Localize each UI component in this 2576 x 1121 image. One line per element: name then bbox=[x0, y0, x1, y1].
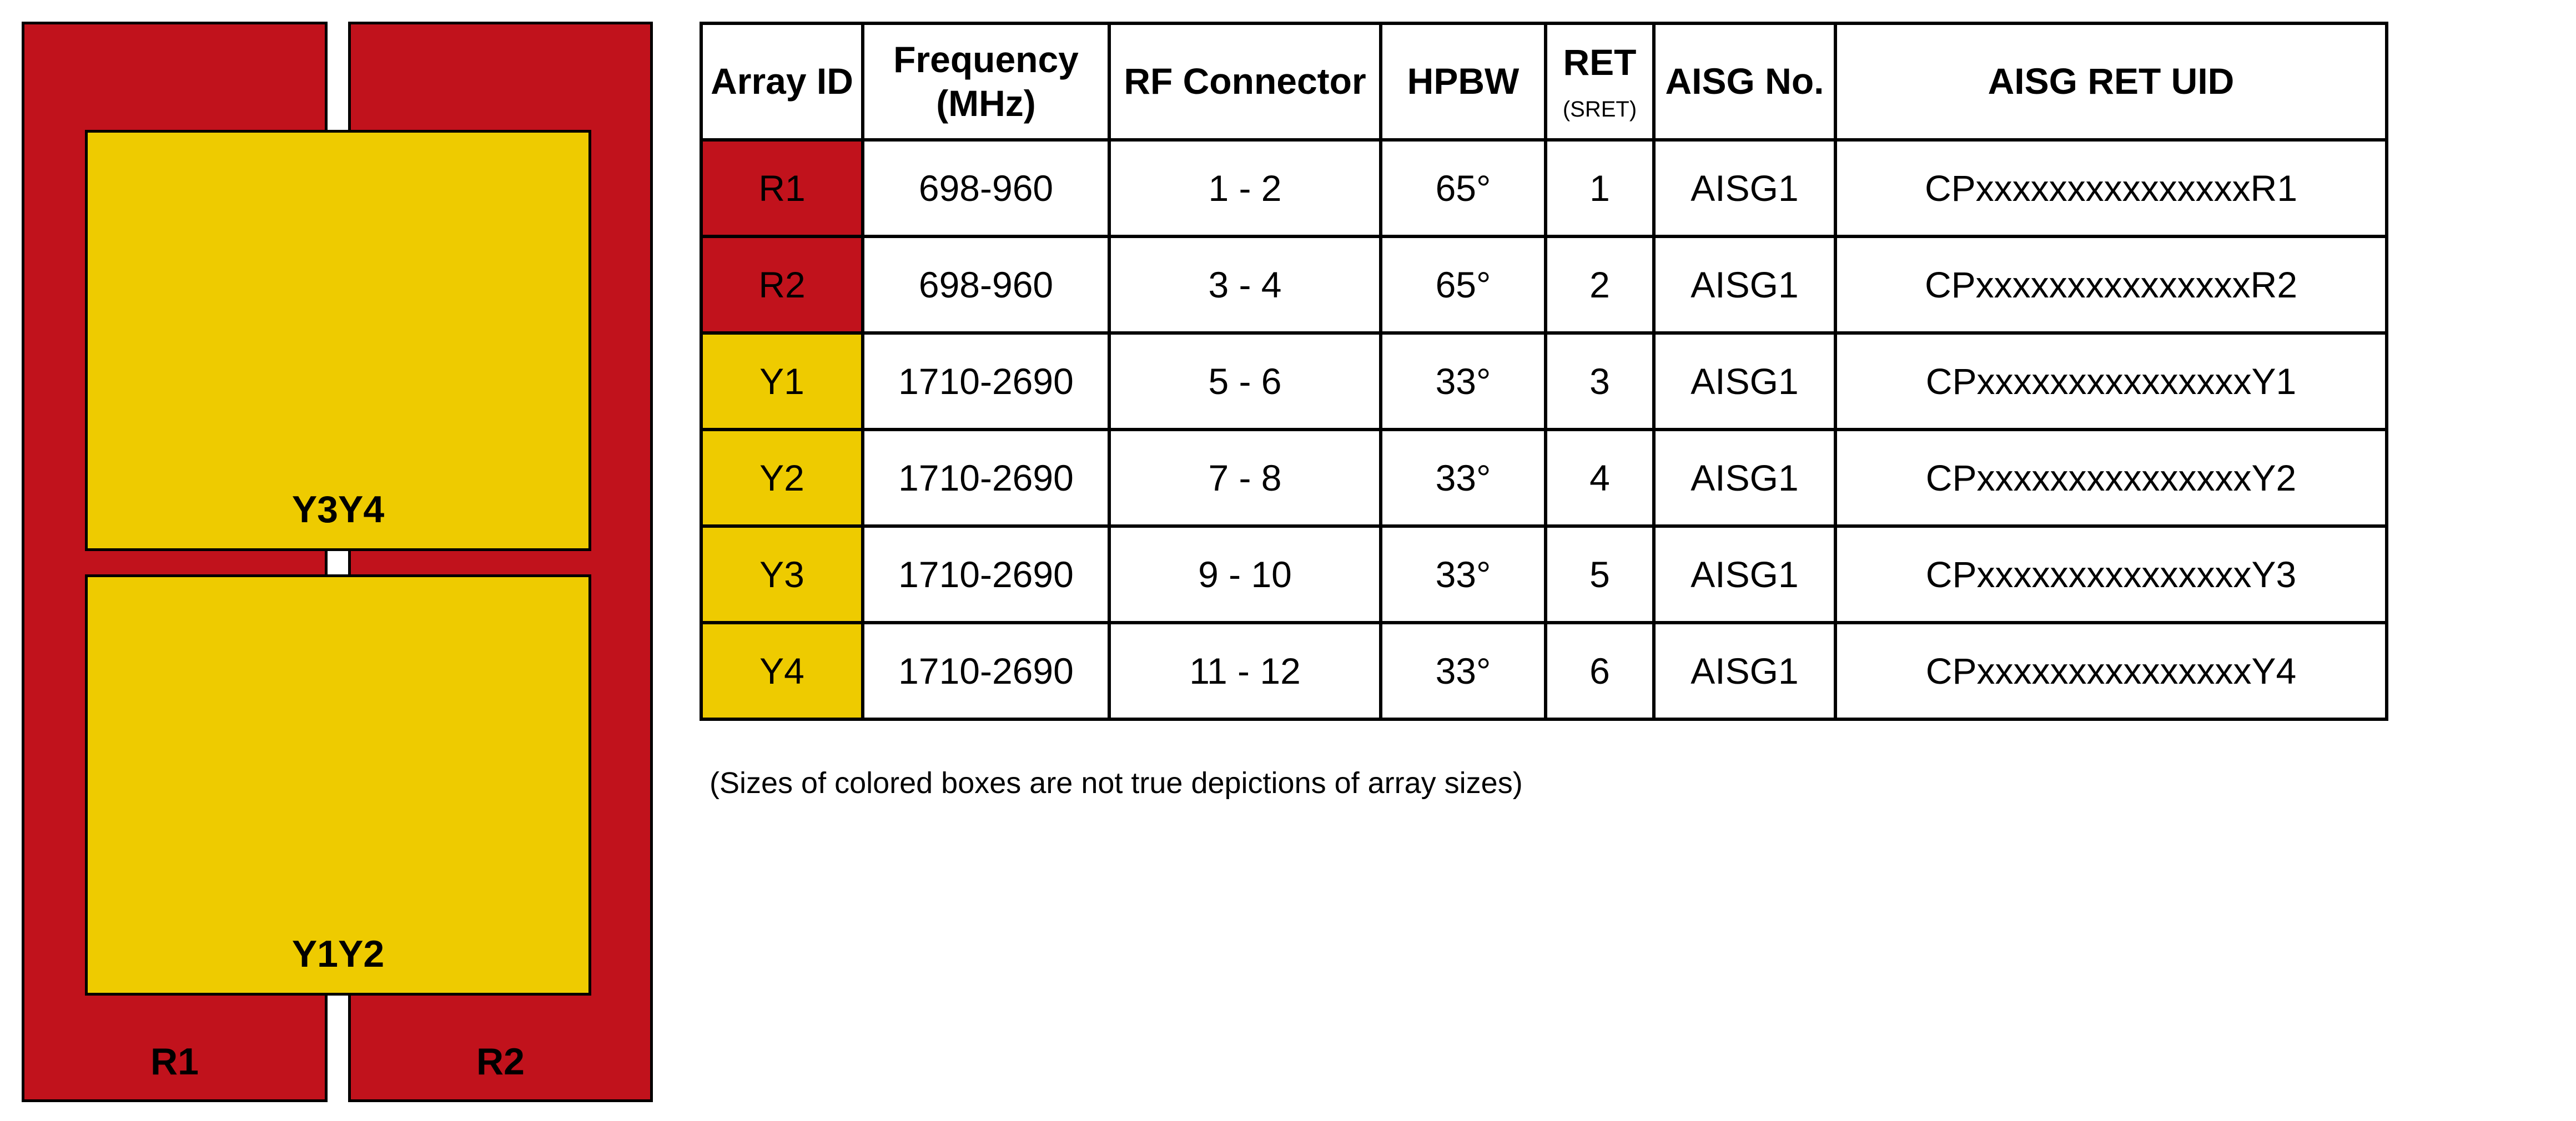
table-row: Y3 1710-2690 9 - 10 33° 5 AISG1 CPxxxxxxxxxxxx… bbox=[700, 524, 2388, 624]
cell-aisg-ret-uid: CPxxxxxxxxxxxxxxxY3 bbox=[1834, 524, 2388, 624]
cell-array-id: R1 bbox=[700, 138, 864, 238]
header-label: RET bbox=[1563, 42, 1637, 83]
header-ret: RET (SRET) bbox=[1544, 22, 1656, 142]
cell-frequency: 698-960 bbox=[861, 138, 1111, 238]
header-hpbw: HPBW bbox=[1379, 22, 1547, 142]
cell-aisg-no: AISG1 bbox=[1652, 138, 1837, 238]
cell-ret: 2 bbox=[1544, 235, 1656, 335]
table-header-row: Array ID Frequency (MHz) RF Connector HPB… bbox=[700, 22, 2388, 142]
table-row: Y2 1710-2690 7 - 8 33° 4 AISG1 CPxxxxxxxxxxxxx… bbox=[700, 428, 2388, 528]
cell-aisg-ret-uid: CPxxxxxxxxxxxxxxxY1 bbox=[1834, 331, 2388, 431]
cell-frequency: 1710-2690 bbox=[861, 331, 1111, 431]
header-label: Frequency bbox=[893, 38, 1079, 80]
cell-rf-connector: 3 - 4 bbox=[1108, 235, 1382, 335]
cell-aisg-ret-uid: CPxxxxxxxxxxxxxxxR1 bbox=[1834, 138, 2388, 238]
table-row: R1 698-960 1 - 2 65° 1 AISG1 CPxxxxxxxxxxxxxxx… bbox=[700, 138, 2388, 238]
array-y3y4-box: Y3Y4 bbox=[85, 130, 591, 551]
cell-rf-connector: 11 - 12 bbox=[1108, 621, 1382, 721]
cell-aisg-no: AISG1 bbox=[1652, 524, 1837, 624]
cell-aisg-no: AISG1 bbox=[1652, 235, 1837, 335]
array-r1-label: R1 bbox=[150, 1041, 199, 1083]
cell-hpbw: 65° bbox=[1379, 138, 1547, 238]
header-label: Array ID bbox=[711, 60, 853, 102]
cell-ret: 5 bbox=[1544, 524, 1656, 624]
table-row: Y4 1710-2690 11 - 12 33° 6 AISG1 CPxxxxxxxxxxx… bbox=[700, 621, 2388, 721]
cell-array-id: R2 bbox=[700, 235, 864, 335]
array-r2-label: R2 bbox=[476, 1041, 525, 1083]
cell-rf-connector: 7 - 8 bbox=[1108, 428, 1382, 528]
cell-hpbw: 33° bbox=[1379, 331, 1547, 431]
cell-hpbw: 33° bbox=[1379, 621, 1547, 721]
header-subtitle: (SRET) bbox=[1562, 97, 1637, 122]
cell-array-id: Y1 bbox=[700, 331, 864, 431]
cell-hpbw: 33° bbox=[1379, 428, 1547, 528]
header-label: RF Connector bbox=[1124, 60, 1366, 102]
header-aisg-no: AISG No. bbox=[1652, 22, 1837, 142]
cell-aisg-no: AISG1 bbox=[1652, 331, 1837, 431]
cell-rf-connector: 9 - 10 bbox=[1108, 524, 1382, 624]
cell-array-id: Y2 bbox=[700, 428, 864, 528]
table-row: R2 698-960 3 - 4 65° 2 AISG1 CPxxxxxxxxxxxxxxx… bbox=[700, 235, 2388, 335]
cell-ret: 1 bbox=[1544, 138, 1656, 238]
cell-ret: 4 bbox=[1544, 428, 1656, 528]
header-label: HPBW bbox=[1407, 60, 1520, 102]
cell-hpbw: 65° bbox=[1379, 235, 1547, 335]
cell-aisg-no: AISG1 bbox=[1652, 621, 1837, 721]
cell-frequency: 1710-2690 bbox=[861, 621, 1111, 721]
header-label: AISG No. bbox=[1665, 60, 1824, 102]
cell-aisg-ret-uid: CPxxxxxxxxxxxxxxxR2 bbox=[1834, 235, 2388, 335]
header-unit: (MHz) bbox=[936, 83, 1036, 124]
cell-array-id: Y3 bbox=[700, 524, 864, 624]
cell-aisg-ret-uid: CPxxxxxxxxxxxxxxxY4 bbox=[1834, 621, 2388, 721]
footnote: (Sizes of colored boxes are not true dep… bbox=[710, 766, 1523, 800]
cell-frequency: 1710-2690 bbox=[861, 524, 1111, 624]
header-frequency: Frequency (MHz) bbox=[861, 22, 1111, 142]
array-y1y2-box: Y1Y2 bbox=[85, 574, 591, 996]
header-label: AISG RET UID bbox=[1988, 60, 2235, 102]
header-rf-connector: RF Connector bbox=[1108, 22, 1382, 142]
table-row: Y1 1710-2690 5 - 6 33° 3 AISG1 CPxxxxxxxxxxxxx… bbox=[700, 331, 2388, 431]
cell-hpbw: 33° bbox=[1379, 524, 1547, 624]
header-array-id: Array ID bbox=[700, 22, 864, 142]
cell-aisg-ret-uid: CPxxxxxxxxxxxxxxxY2 bbox=[1834, 428, 2388, 528]
array-y3y4-label: Y3Y4 bbox=[291, 488, 385, 531]
cell-frequency: 698-960 bbox=[861, 235, 1111, 335]
cell-frequency: 1710-2690 bbox=[861, 428, 1111, 528]
array-spec-table: Array ID Frequency (MHz) RF Connector HPB… bbox=[700, 22, 2388, 721]
cell-ret: 3 bbox=[1544, 331, 1656, 431]
cell-ret: 6 bbox=[1544, 621, 1656, 721]
cell-rf-connector: 1 - 2 bbox=[1108, 138, 1382, 238]
cell-array-id: Y4 bbox=[700, 621, 864, 721]
cell-rf-connector: 5 - 6 bbox=[1108, 331, 1382, 431]
array-y1y2-label: Y1Y2 bbox=[291, 933, 385, 975]
header-aisg-ret-uid: AISG RET UID bbox=[1834, 22, 2388, 142]
cell-aisg-no: AISG1 bbox=[1652, 428, 1837, 528]
